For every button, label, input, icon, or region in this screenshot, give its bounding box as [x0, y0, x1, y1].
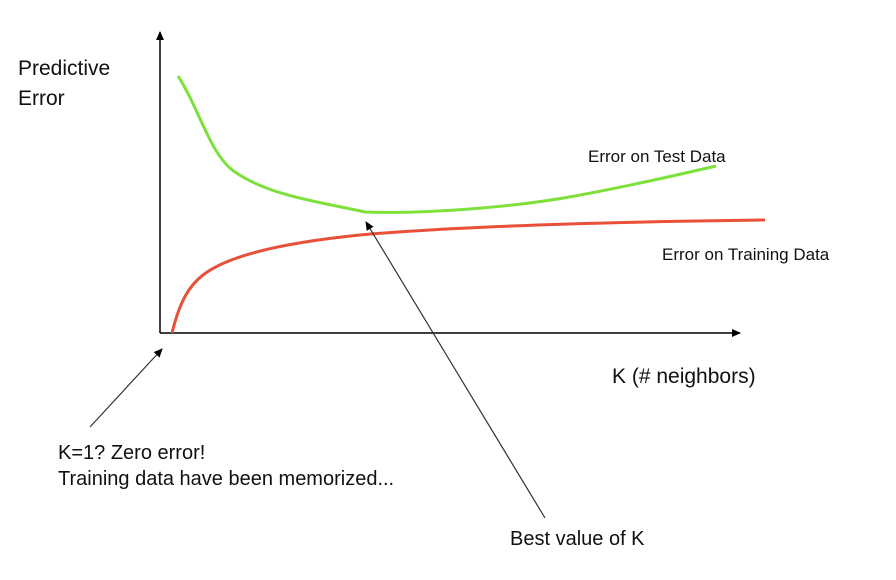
k1-annotation-line1: K=1? Zero error!: [58, 442, 206, 464]
y-axis-label: Predictive Error: [18, 54, 110, 114]
training-curve-label: Error on Training Data: [662, 245, 830, 264]
test-curve-label: Error on Test Data: [588, 147, 726, 166]
y-axis-label-line1: Predictive: [18, 57, 111, 80]
x-axis-label: K (# neighbors): [612, 365, 756, 388]
best-k-annotation: Best value of K: [510, 528, 645, 550]
k1-annotation-line2: Training data have been memorized...: [58, 468, 395, 490]
y-axis-label-line2: Error: [18, 87, 65, 110]
k1-annotation-arrow: [89, 348, 163, 428]
test-error-curve: [176, 75, 717, 214]
best-k-annotation-arrow: [365, 221, 546, 519]
k1-annotation: K=1? Zero error! Training data have been…: [58, 440, 394, 492]
training-error-curve: [170, 218, 766, 334]
